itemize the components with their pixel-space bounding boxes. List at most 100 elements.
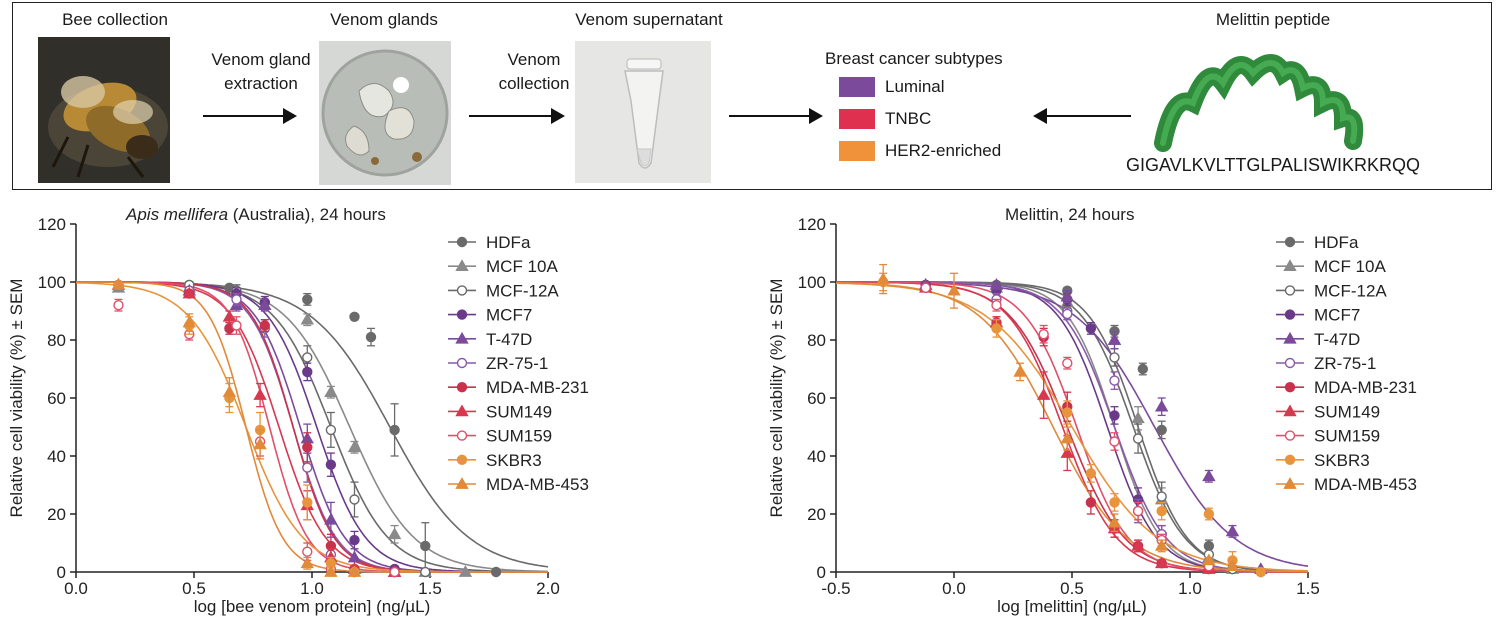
plot-area [75,277,549,578]
step-label-melittin: Melittin peptide [1215,10,1331,29]
y-tick-label: 0 [57,563,66,582]
point-zr-75-1 [302,462,313,473]
step-label-venom-glands: Venom glands [330,10,438,29]
y-tick-label: 60 [47,389,66,408]
x-axis-label: log [melittin] (ng/µL) [997,597,1147,616]
point-t-47d [989,277,1004,290]
legend-marker-mcf-10a [1283,259,1297,272]
subtype-luminal: Luminal [885,77,945,96]
point-mcf7 [325,459,337,470]
point-skbr3 [1156,505,1167,517]
point-mda-mb-453 [1225,559,1240,572]
legend-marker-mda-mb-231 [1284,381,1296,393]
point-mcf-12a [302,352,313,363]
point-mcf7 [302,366,313,378]
arrow-label-extraction-1: Venom gland [211,50,311,69]
chart-title: Melittin, 24 hours [1005,205,1134,224]
point-sum159 [920,282,931,294]
point-mcf-12a [420,566,431,578]
point-mcf-10a [458,565,473,577]
legend-marker-mcf7 [456,309,468,320]
point-zr-75-1 [1109,375,1120,386]
y-tick-label: 80 [47,331,66,350]
point-sum159 [302,546,313,557]
point-mcf-12a [1109,352,1120,363]
point-mda-mb-231 [1085,497,1097,508]
legend-marker-mda-mb-231 [456,381,468,393]
point-mda-mb-453 [300,556,314,569]
chart-bee-venom: 0 20 40 60 80 100 120 0.0 0.5 1.0 1.5 2.0 log [bee v… [7,205,589,616]
y-axis-label: Relative cell viability (%) ± SEM [767,279,786,518]
point-mcf-10a [347,440,362,453]
fit-curve-mda-mb-231 [76,281,548,573]
legend-marker-t-47d [455,331,469,344]
arrow-left-4 [1033,108,1131,124]
x-tick-label: 1.5 [1296,579,1320,598]
point-mda-mb-453 [1202,553,1216,566]
swatch-luminal [839,77,875,97]
point-t-47d [258,298,272,311]
fit-curve-skbr3 [75,281,548,573]
legend-marker-mcf-10a [455,259,469,272]
legend-label-sum159: SUM159 [1314,427,1380,446]
point-sum149 [1154,556,1169,569]
legend-label-mda-mb-231: MDA-MB-231 [486,378,589,397]
point-mcf-10a [324,385,338,398]
point-sum149 [1131,538,1145,551]
legend-label-t-47d: T-47D [486,330,532,349]
point-mda-mb-453 [253,437,267,450]
y-tick-label: 20 [47,505,66,524]
legend-marker-t-47d [1283,331,1297,344]
chart-melittin: 0 20 40 60 80 100 120 -0.5 0.0 0.5 1.0 1.5 log [meli… [767,205,1417,616]
point-hdfa [420,540,431,552]
y-tick-label: 40 [807,447,826,466]
fit-curve-hdfa [76,281,549,568]
point-sum159 [1038,328,1049,340]
point-mcf7 [349,534,360,546]
legend-label-skbr3: SKBR3 [486,451,542,470]
legend-label-mcf-12a: MCF-12A [1314,281,1387,300]
point-skbr3 [1109,497,1120,508]
point-mda-mb-453 [182,315,196,328]
fit-curve-t-47d [836,281,1309,567]
legend-label-mcf7: MCF7 [1314,306,1360,325]
legend-marker-mda-mb-453 [1283,477,1297,489]
legend-label-mcf7: MCF7 [486,306,532,325]
legend-label-mcf-12a: MCF-12A [486,281,559,300]
point-t-47d [324,512,338,525]
point-sum159 [991,299,1002,311]
y-axis-label: Relative cell viability (%) ± SEM [7,279,26,518]
fit-curve-t-47d [76,281,548,573]
point-sum159 [231,320,242,331]
legend-marker-mda-mb-453 [455,477,469,489]
y-tick-label: 40 [47,447,66,466]
x-tick-label: 0.5 [1060,579,1084,598]
point-sum159 [1132,505,1144,517]
point-hdfa [349,311,360,323]
point-hdfa [365,331,377,343]
fit-curve-mcf7 [76,281,548,573]
plot-area [835,263,1309,578]
point-mda-mb-453 [947,283,961,296]
point-mcf-12a [325,424,337,436]
subtype-tnbc: TNBC [885,109,932,128]
legend-label-mda-mb-453: MDA-MB-453 [486,475,589,494]
point-mda-mb-453 [347,565,362,577]
fit-curve-zr-75-1 [76,281,548,573]
point-t-47d [347,550,362,563]
legend-label-mcf-10a: MCF 10A [1314,257,1386,276]
legend-marker-hdfa [1284,236,1296,248]
arrow-label-extraction-2: extraction [224,74,298,93]
point-hdfa [389,424,400,436]
point-mda-mb-231 [259,320,270,331]
point-hdfa [302,294,313,305]
legend-marker-sum159 [456,430,468,441]
point-hdfa [1156,424,1167,436]
point-sum159 [1109,436,1120,447]
point-sum149 [253,388,267,400]
point-mcf-10a [1131,411,1145,424]
fit-curve-sum159 [76,281,548,573]
legend-marker-mcf7 [1284,309,1296,320]
point-mda-mb-453 [222,385,237,398]
legend-label-zr-75-1: ZR-75-1 [1314,354,1376,373]
